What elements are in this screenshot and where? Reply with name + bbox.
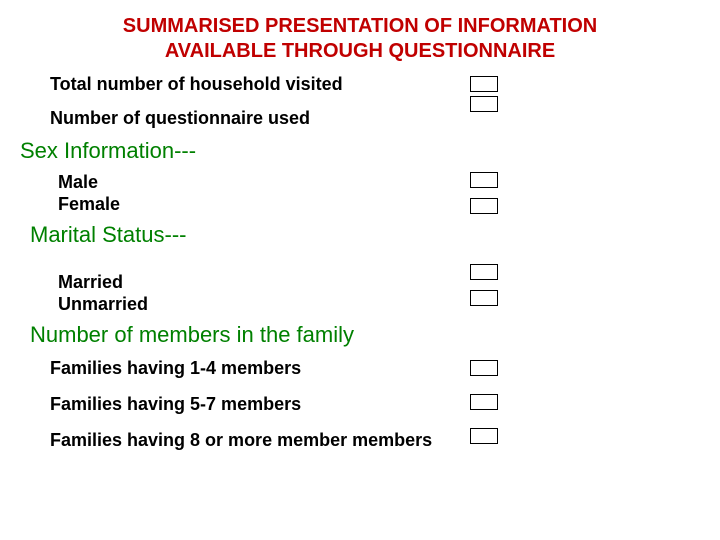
section-sex-information: Sex Information--- — [20, 138, 196, 164]
box-questionnaires-used[interactable] — [470, 96, 498, 112]
field-questionnaires-used: Number of questionnaire used — [50, 108, 310, 129]
label-families-1-4: Families having 1-4 members — [50, 358, 301, 379]
section-family-members: Number of members in the family — [30, 322, 354, 348]
label-unmarried: Unmarried — [58, 294, 148, 315]
label-families-5-7: Families having 5-7 members — [50, 394, 301, 415]
box-families-1-4[interactable] — [470, 360, 498, 376]
box-male[interactable] — [470, 172, 498, 188]
main-title: SUMMARISED PRESENTATION OF INFORMATION A… — [0, 14, 720, 64]
box-families-8plus[interactable] — [470, 428, 498, 444]
title-line2: AVAILABLE THROUGH QUESTIONNAIRE — [165, 40, 555, 62]
box-families-5-7[interactable] — [470, 394, 498, 410]
box-households-visited[interactable] — [470, 76, 498, 92]
label-families-8plus: Families having 8 or more member members — [50, 430, 432, 451]
box-unmarried[interactable] — [470, 290, 498, 306]
section-marital-status: Marital Status--- — [30, 222, 186, 248]
page: SUMMARISED PRESENTATION OF INFORMATION A… — [0, 0, 720, 540]
label-female: Female — [58, 194, 120, 215]
label-married: Married — [58, 272, 123, 293]
title-line1: SUMMARISED PRESENTATION OF INFORMATION — [123, 15, 597, 37]
field-households-visited: Total number of household visited — [50, 74, 343, 95]
box-female[interactable] — [470, 198, 498, 214]
box-married[interactable] — [470, 264, 498, 280]
label-male: Male — [58, 172, 98, 193]
